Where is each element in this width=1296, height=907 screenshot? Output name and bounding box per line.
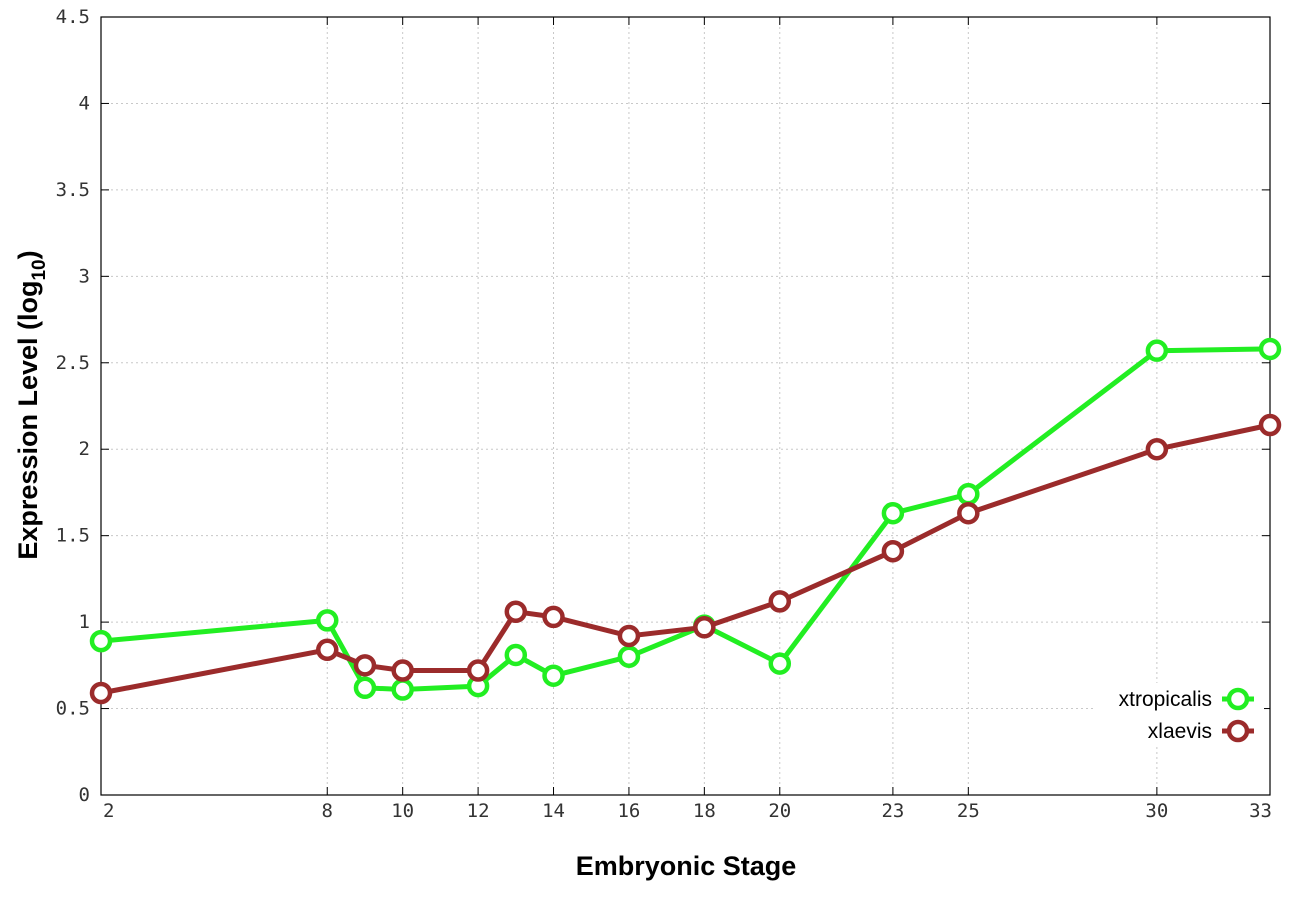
- y-tick-label: 3.5: [56, 179, 90, 201]
- x-tick-label: 18: [693, 800, 716, 822]
- legend-item: xlaevis: [1148, 719, 1254, 743]
- data-point: [466, 659, 490, 682]
- data-point: [1258, 337, 1282, 361]
- x-tick-label: 12: [467, 800, 490, 822]
- x-tick-label: 10: [391, 800, 414, 822]
- series-xlaevis: [89, 413, 1282, 705]
- x-tick-label: 33: [1249, 800, 1272, 822]
- data-point: [504, 643, 528, 667]
- x-tick-label: 20: [768, 800, 791, 822]
- legend-swatch-marker: [1226, 687, 1250, 711]
- y-axis-title: Expression Level (log10): [13, 250, 50, 559]
- data-point: [391, 678, 414, 701]
- data-point: [1145, 339, 1169, 362]
- data-point: [1145, 437, 1169, 461]
- x-tick-label: 8: [322, 800, 333, 822]
- y-axis-title-close: ): [13, 250, 43, 259]
- x-tick-label: 2: [103, 800, 114, 822]
- data-point: [504, 600, 528, 623]
- data-point: [542, 605, 565, 629]
- data-point: [89, 681, 113, 705]
- series-xtropicalis: [89, 337, 1282, 701]
- y-tick-label: 0.5: [56, 698, 90, 720]
- y-tick-label: 4.5: [56, 6, 90, 28]
- x-axis-title: Embryonic Stage: [576, 851, 797, 881]
- y-axis-title-main: Expression Level (log: [13, 281, 43, 560]
- series-line: [100, 346, 1271, 692]
- legend-label: xtropicalis: [1119, 688, 1212, 711]
- data-point: [316, 609, 339, 632]
- x-tick-label: 14: [542, 800, 565, 822]
- y-tick-label: 3: [79, 265, 90, 287]
- legend-item: xtropicalis: [1119, 687, 1254, 711]
- data-point: [617, 645, 641, 668]
- data-point: [542, 664, 565, 687]
- data-point: [768, 590, 792, 613]
- grid: [101, 17, 1270, 795]
- data-point: [881, 501, 905, 525]
- series-line: [100, 422, 1271, 696]
- y-tick-label: 4: [79, 92, 90, 114]
- data-point: [768, 652, 792, 675]
- x-tick-label: 16: [617, 800, 640, 822]
- x-tick-label: 23: [881, 800, 904, 822]
- x-tick-label: 30: [1145, 800, 1168, 822]
- y-tick-label: 2.5: [56, 352, 90, 374]
- y-tick-label: 2: [79, 438, 90, 460]
- data-point: [1258, 413, 1282, 437]
- y-tick-label: 1: [79, 611, 90, 633]
- legend-label: xlaevis: [1148, 720, 1212, 743]
- data-point: [957, 501, 980, 525]
- y-axis-title-subscript: 10: [29, 259, 50, 280]
- y-tick-label: 1.5: [56, 525, 90, 547]
- x-tick-label: 25: [957, 800, 980, 822]
- legend-swatch-marker: [1226, 719, 1250, 743]
- data-point: [316, 638, 339, 662]
- data-point: [957, 482, 980, 506]
- data-point: [617, 624, 641, 648]
- data-point: [89, 629, 113, 653]
- data-point: [353, 654, 377, 677]
- axis-ticks: 0 0.5 1 1.5 2 2.5 3 3.5 4 4.5 2 8 10 12 14 16 18 20 23 25 30…: [56, 6, 1272, 822]
- data-point: [391, 659, 414, 682]
- data-point: [881, 539, 905, 563]
- data-point: [353, 676, 377, 700]
- y-tick-label: 0: [79, 784, 90, 806]
- legend: xtropicalis xlaevis: [1096, 683, 1264, 745]
- data-point: [693, 616, 716, 639]
- plot-frame: [100, 16, 1271, 796]
- series-layer: [89, 337, 1282, 705]
